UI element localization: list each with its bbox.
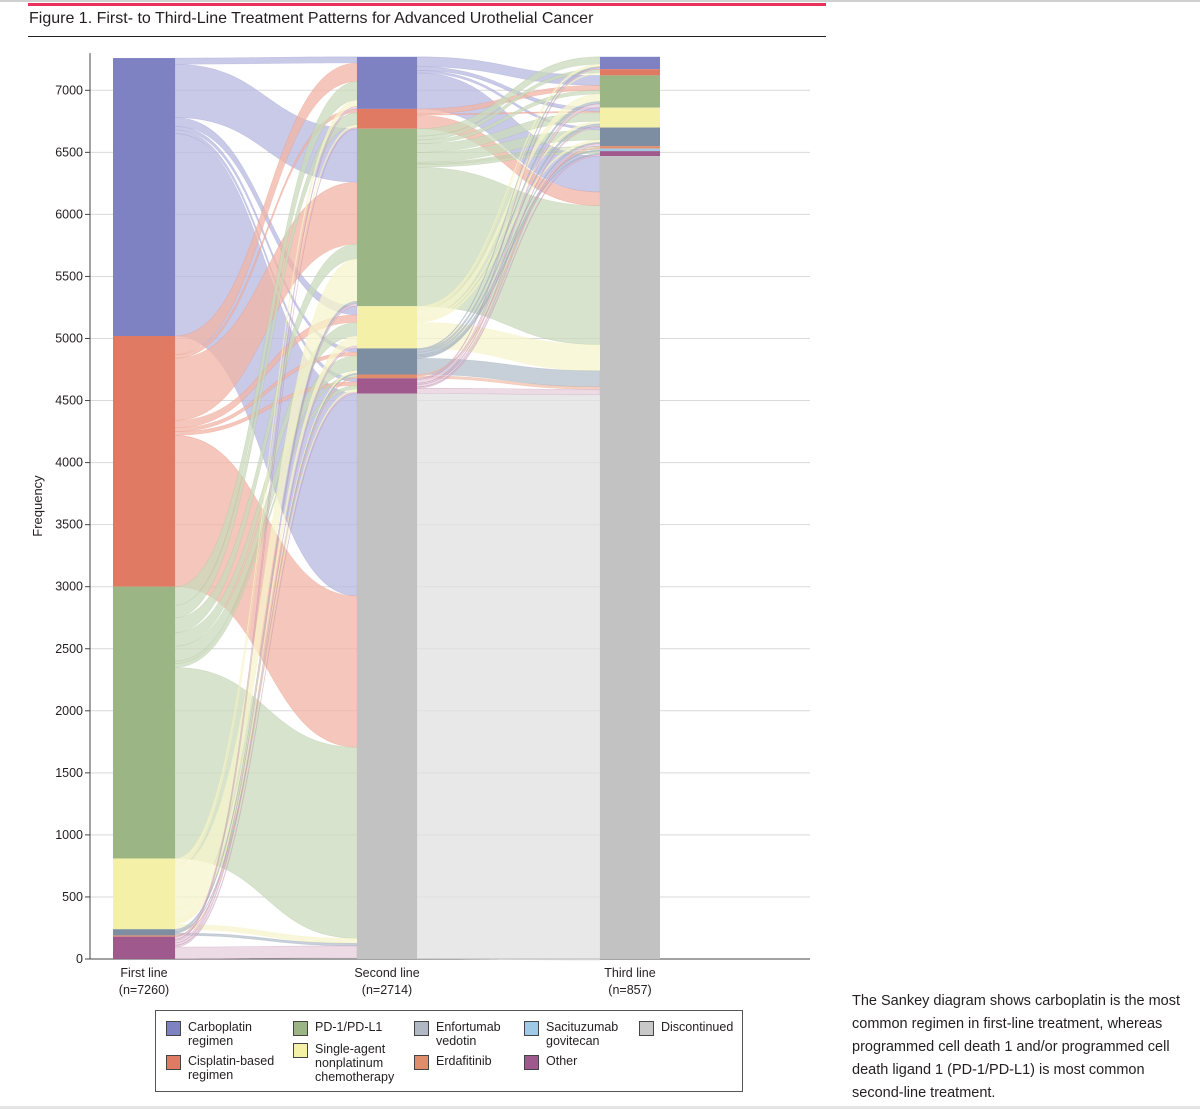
node-1-single bbox=[113, 858, 175, 930]
node-3-enfortumab bbox=[600, 127, 660, 147]
node-1-erdafitinib bbox=[113, 935, 175, 937]
flow-discontinued-to-discontinued bbox=[416, 393, 601, 961]
legend-swatch-erdafitinib bbox=[414, 1055, 429, 1070]
y-tick-label: 4000 bbox=[55, 456, 83, 470]
y-tick-label: 2500 bbox=[55, 642, 83, 656]
legend-swatch-discontinued bbox=[639, 1021, 654, 1036]
legend-item-discontinued: Discontinued bbox=[639, 1020, 743, 1036]
title-rule bbox=[28, 36, 826, 37]
legend-item-other: Other bbox=[524, 1054, 606, 1070]
flow-carboplatin-to-carboplatin bbox=[174, 56, 358, 65]
legend-swatch-enfortumab bbox=[414, 1021, 429, 1036]
legend-item-enfortumab: Enfortumab vedotin bbox=[414, 1020, 518, 1048]
y-tick-label: 3000 bbox=[55, 580, 83, 594]
legend-item-pd1: PD-1/PD-L1 bbox=[293, 1020, 415, 1036]
node-3-erdafitinib bbox=[600, 146, 660, 149]
y-tick-label: 500 bbox=[62, 890, 83, 904]
y-tick-label: 1000 bbox=[55, 828, 83, 842]
y-tick-label: 2000 bbox=[55, 704, 83, 718]
legend-label-enfortumab: Enfortumab vedotin bbox=[436, 1020, 501, 1048]
node-2-other bbox=[357, 378, 417, 394]
legend-swatch-sacituzumab bbox=[524, 1021, 539, 1036]
stage-label: Second line bbox=[354, 966, 419, 980]
legend: Carboplatin regimen Cisplatin-based regi… bbox=[155, 1010, 743, 1092]
legend-label-carboplatin: Carboplatin regimen bbox=[188, 1020, 252, 1048]
y-tick-label: 6500 bbox=[55, 145, 83, 159]
legend-item-cisplatin: Cisplatin-based regimen bbox=[166, 1054, 288, 1082]
sankey-chart: 0 500 1000 1500 2000 2500 3000 3500 4000 4500 5000… bbox=[30, 53, 810, 997]
node-1-enfortumab bbox=[113, 929, 175, 936]
stage-n-label: (n=2714) bbox=[362, 983, 412, 997]
bottom-border bbox=[0, 1106, 1200, 1109]
legend-item-single-agent: Single-agent nonplatinum chemotherapy bbox=[293, 1042, 403, 1084]
legend-label-erdafitinib: Erdafitinib bbox=[436, 1054, 492, 1068]
legend-item-erdafitinib: Erdafitinib bbox=[414, 1054, 518, 1070]
node-2-single bbox=[357, 306, 417, 349]
node-3-carboplatin bbox=[600, 56, 660, 70]
node-2-carboplatin bbox=[357, 56, 417, 109]
stage-label: Third line bbox=[604, 966, 655, 980]
node-1-carboplatin bbox=[113, 58, 175, 337]
title-accent-line bbox=[28, 3, 826, 6]
y-axis-label: Frequency bbox=[30, 475, 45, 537]
legend-swatch-other bbox=[524, 1055, 539, 1070]
legend-item-sacituzumab: Sacituzumab govitecan bbox=[524, 1020, 630, 1048]
legend-swatch-pd1 bbox=[293, 1021, 308, 1036]
legend-label-other: Other bbox=[546, 1054, 578, 1068]
node-1-pd1 bbox=[113, 586, 175, 859]
stage-n-label: (n=857) bbox=[608, 983, 651, 997]
node-3-cisplatin bbox=[600, 69, 660, 76]
legend-label-pd1: PD-1/PD-L1 bbox=[315, 1020, 383, 1034]
y-tick-label: 7000 bbox=[55, 83, 83, 97]
figure-caption: The Sankey diagram shows carboplatin is … bbox=[852, 993, 1181, 1101]
top-border bbox=[0, 0, 1200, 2]
node-2-erdafitinib bbox=[357, 374, 417, 379]
stage-label: First line bbox=[120, 966, 167, 980]
y-tick-label: 5500 bbox=[55, 269, 83, 283]
y-tick-label: 4500 bbox=[55, 394, 83, 408]
stage-n-label: (n=7260) bbox=[119, 983, 169, 997]
node-2-pd1 bbox=[357, 128, 417, 307]
y-tick-label: 1500 bbox=[55, 766, 83, 780]
node-2-enfortumab bbox=[357, 348, 417, 375]
legend-label-sacituzumab: Sacituzumab govitecan bbox=[546, 1020, 619, 1048]
node-3-discontinued bbox=[600, 156, 660, 959]
y-tick-label: 3500 bbox=[55, 518, 83, 532]
legend-swatch-carboplatin bbox=[166, 1021, 181, 1036]
node-2-discontinued bbox=[357, 393, 417, 959]
legend-swatch-single-agent bbox=[293, 1043, 308, 1058]
y-tick-label: 0 bbox=[76, 952, 83, 966]
node-2-cisplatin bbox=[357, 108, 417, 129]
legend-label-cisplatin: Cisplatin-based regimen bbox=[188, 1054, 275, 1082]
y-tick-label: 5000 bbox=[55, 332, 83, 346]
legend-swatch-cisplatin bbox=[166, 1055, 181, 1070]
node-3-other bbox=[600, 151, 660, 157]
node-1-cisplatin bbox=[113, 336, 175, 587]
node-3-pd1 bbox=[600, 75, 660, 108]
legend-item-carboplatin: Carboplatin regimen bbox=[166, 1020, 270, 1048]
node-3-sacituzumab bbox=[600, 148, 660, 152]
flow-other-to-discontinued bbox=[174, 945, 358, 960]
node-3-single bbox=[600, 107, 660, 128]
figure-title: Figure 1. First- to Third-Line Treatment… bbox=[29, 10, 594, 27]
y-tick-label: 6000 bbox=[55, 207, 83, 221]
legend-label-discontinued: Discontinued bbox=[661, 1020, 734, 1034]
node-1-other bbox=[113, 936, 175, 959]
legend-label-single-agent: Single-agent nonplatinum chemotherapy bbox=[315, 1042, 395, 1084]
